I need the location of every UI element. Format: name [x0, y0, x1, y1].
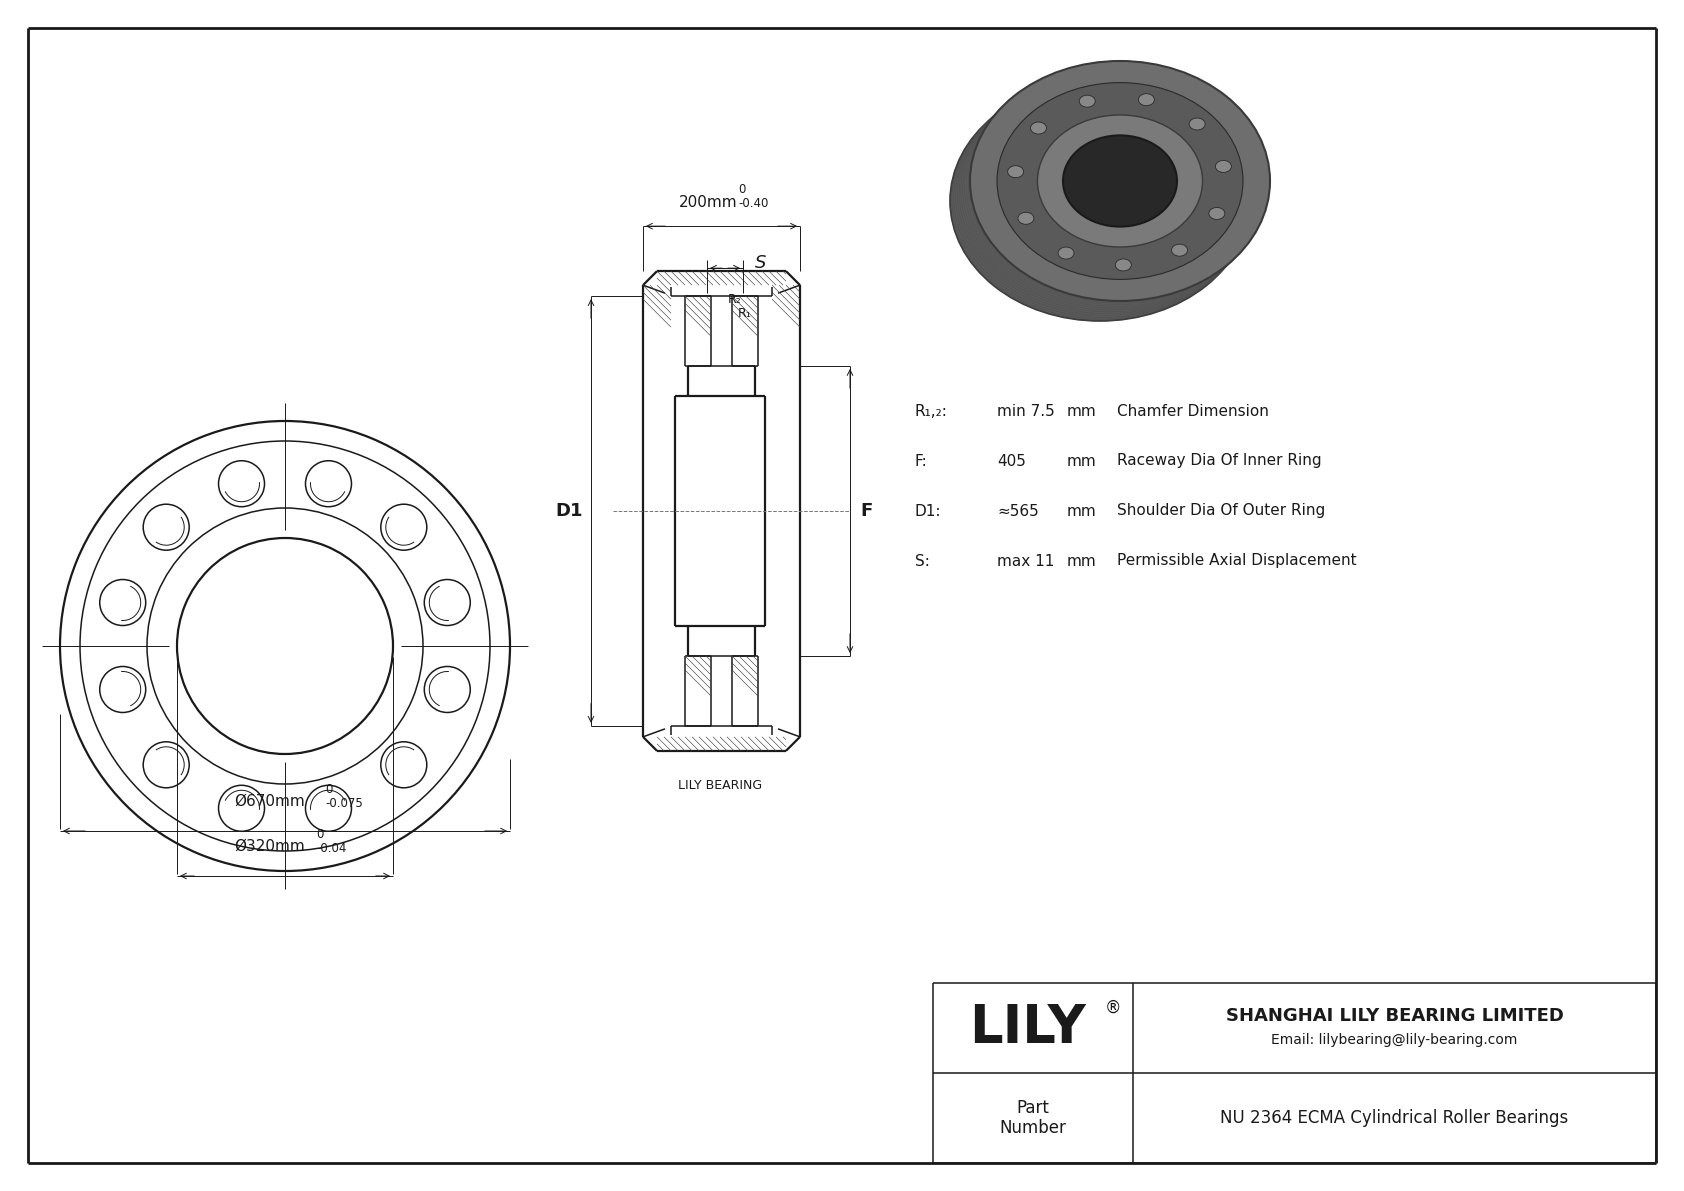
Ellipse shape	[970, 61, 1270, 301]
Text: Raceway Dia Of Inner Ring: Raceway Dia Of Inner Ring	[1116, 454, 1322, 468]
Text: min 7.5: min 7.5	[997, 404, 1054, 418]
Ellipse shape	[1007, 166, 1024, 177]
Text: Email: lilybearing@lily-bearing.com: Email: lilybearing@lily-bearing.com	[1271, 1033, 1517, 1047]
Text: R₁,₂:: R₁,₂:	[914, 404, 948, 418]
Text: S: S	[754, 254, 766, 272]
Text: LILY: LILY	[970, 1002, 1086, 1054]
Text: 200mm: 200mm	[679, 195, 738, 210]
Text: max 11: max 11	[997, 554, 1054, 568]
Text: mm: mm	[1068, 404, 1096, 418]
Ellipse shape	[1115, 258, 1132, 272]
Ellipse shape	[1031, 121, 1046, 135]
Ellipse shape	[1037, 116, 1202, 247]
Text: D1: D1	[556, 501, 583, 520]
Text: -0.075: -0.075	[325, 797, 362, 810]
Ellipse shape	[1058, 247, 1074, 260]
Ellipse shape	[1138, 94, 1154, 106]
Text: ≈565: ≈565	[997, 504, 1039, 518]
Text: -0.04: -0.04	[317, 842, 347, 855]
Text: F:: F:	[914, 454, 928, 468]
Text: LILY BEARING: LILY BEARING	[679, 779, 763, 792]
Text: S:: S:	[914, 554, 930, 568]
Ellipse shape	[950, 81, 1250, 322]
Ellipse shape	[1063, 136, 1177, 226]
Text: SHANGHAI LILY BEARING LIMITED: SHANGHAI LILY BEARING LIMITED	[1226, 1008, 1563, 1025]
Text: F: F	[861, 501, 872, 520]
Text: -0.40: -0.40	[738, 198, 768, 210]
Text: 405: 405	[997, 454, 1026, 468]
Text: R₂: R₂	[727, 293, 741, 306]
Text: ®: ®	[1105, 999, 1122, 1017]
Ellipse shape	[1209, 207, 1224, 219]
Text: Permissible Axial Displacement: Permissible Axial Displacement	[1116, 554, 1357, 568]
Ellipse shape	[1046, 157, 1154, 244]
Ellipse shape	[1216, 161, 1231, 173]
Ellipse shape	[1017, 212, 1034, 224]
Ellipse shape	[997, 82, 1243, 280]
Ellipse shape	[1172, 244, 1187, 256]
Text: Ø670mm: Ø670mm	[234, 794, 305, 809]
Text: mm: mm	[1068, 554, 1096, 568]
Text: NU 2364 ECMA Cylindrical Roller Bearings: NU 2364 ECMA Cylindrical Roller Bearings	[1221, 1109, 1568, 1127]
Text: mm: mm	[1068, 504, 1096, 518]
Text: D1:: D1:	[914, 504, 941, 518]
Text: mm: mm	[1068, 454, 1096, 468]
Text: 0: 0	[325, 782, 332, 796]
Text: R₁: R₁	[738, 306, 751, 319]
Text: Shoulder Dia Of Outer Ring: Shoulder Dia Of Outer Ring	[1116, 504, 1325, 518]
Text: 0: 0	[317, 828, 323, 841]
Ellipse shape	[1079, 95, 1095, 107]
Text: Chamfer Dimension: Chamfer Dimension	[1116, 404, 1268, 418]
Ellipse shape	[1189, 118, 1206, 130]
Text: Ø320mm: Ø320mm	[234, 838, 305, 854]
Text: 0: 0	[738, 183, 746, 197]
Text: Part
Number: Part Number	[1000, 1098, 1066, 1137]
